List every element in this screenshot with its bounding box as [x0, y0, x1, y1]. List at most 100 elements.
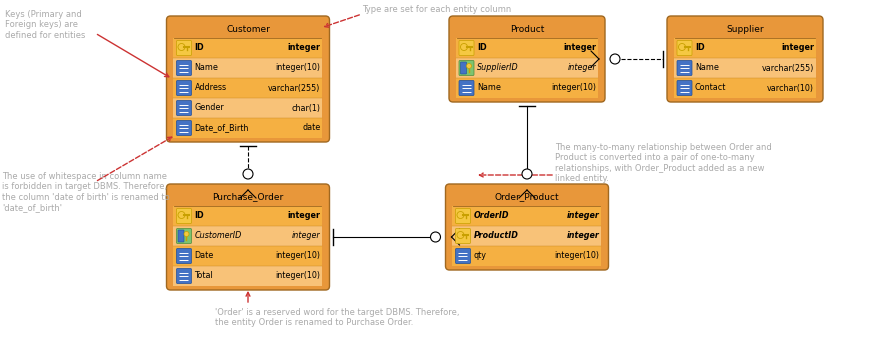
- Text: integer: integer: [566, 232, 599, 240]
- Text: Name: Name: [195, 63, 218, 72]
- Bar: [673, 78, 815, 98]
- Text: integer(10): integer(10): [275, 251, 320, 260]
- Bar: [173, 246, 322, 266]
- Text: integer: integer: [566, 212, 599, 221]
- FancyBboxPatch shape: [166, 184, 329, 290]
- Circle shape: [242, 169, 253, 179]
- FancyBboxPatch shape: [176, 248, 191, 263]
- Bar: [173, 38, 322, 58]
- FancyBboxPatch shape: [176, 209, 191, 224]
- Text: Order_Product: Order_Product: [494, 192, 559, 201]
- FancyBboxPatch shape: [166, 16, 329, 142]
- Text: varchar(255): varchar(255): [268, 83, 320, 93]
- Text: OrderID: OrderID: [473, 212, 508, 221]
- FancyBboxPatch shape: [459, 60, 474, 75]
- Bar: [173, 266, 322, 286]
- FancyBboxPatch shape: [445, 184, 607, 270]
- FancyBboxPatch shape: [676, 40, 691, 56]
- Circle shape: [456, 212, 463, 218]
- FancyBboxPatch shape: [176, 60, 191, 75]
- Bar: [173, 206, 322, 226]
- Text: varchar(10): varchar(10): [766, 83, 813, 93]
- Text: ProductID: ProductID: [473, 232, 518, 240]
- FancyBboxPatch shape: [176, 120, 191, 135]
- Circle shape: [521, 169, 531, 179]
- Text: integer: integer: [291, 232, 320, 240]
- Bar: [173, 226, 322, 246]
- FancyBboxPatch shape: [176, 81, 191, 95]
- Text: integer(10): integer(10): [275, 272, 320, 281]
- Text: Customer: Customer: [226, 24, 269, 34]
- Text: date: date: [302, 123, 320, 132]
- FancyBboxPatch shape: [455, 209, 470, 224]
- FancyBboxPatch shape: [676, 81, 691, 95]
- Text: Purchase_Order: Purchase_Order: [212, 192, 283, 201]
- Circle shape: [460, 44, 467, 50]
- FancyBboxPatch shape: [176, 40, 191, 56]
- Bar: [452, 226, 600, 246]
- Bar: [452, 246, 600, 266]
- Text: ID: ID: [195, 212, 204, 221]
- Text: The use of whitespace in column name
is forbidden in target DBMS. Therefore,
the: The use of whitespace in column name is …: [2, 172, 169, 212]
- Text: 'Order' is a reserved word for the target DBMS. Therefore,
the entity Order is r: 'Order' is a reserved word for the targe…: [215, 308, 459, 328]
- Bar: [455, 38, 597, 58]
- Text: integer(10): integer(10): [550, 83, 595, 93]
- Text: Name: Name: [694, 63, 718, 72]
- Circle shape: [178, 212, 185, 218]
- Bar: [673, 38, 815, 58]
- Text: integer: integer: [287, 44, 320, 52]
- FancyBboxPatch shape: [176, 100, 191, 116]
- FancyBboxPatch shape: [176, 269, 191, 284]
- Text: The many-to-many relationship between Order and
Product is converted into a pair: The many-to-many relationship between Or…: [554, 143, 771, 183]
- Bar: [452, 206, 600, 226]
- FancyBboxPatch shape: [448, 16, 604, 102]
- Bar: [455, 58, 597, 78]
- Text: ID: ID: [694, 44, 704, 52]
- Text: integer: integer: [562, 44, 595, 52]
- Circle shape: [456, 232, 463, 238]
- Text: Product: Product: [509, 24, 544, 34]
- Text: SupplierID: SupplierID: [476, 63, 518, 72]
- Bar: [673, 58, 815, 78]
- FancyBboxPatch shape: [455, 228, 470, 244]
- Text: qty: qty: [473, 251, 486, 260]
- Text: CustomerID: CustomerID: [195, 232, 242, 240]
- Bar: [173, 78, 322, 98]
- Text: Total: Total: [195, 272, 213, 281]
- FancyBboxPatch shape: [176, 228, 191, 244]
- Text: ID: ID: [195, 44, 204, 52]
- Bar: [173, 58, 322, 78]
- Text: ID: ID: [476, 44, 486, 52]
- Text: varchar(255): varchar(255): [760, 63, 813, 72]
- Circle shape: [430, 232, 440, 242]
- Text: integer(10): integer(10): [554, 251, 599, 260]
- Circle shape: [678, 44, 685, 50]
- Text: integer: integer: [287, 212, 320, 221]
- FancyBboxPatch shape: [459, 81, 474, 95]
- FancyBboxPatch shape: [676, 60, 691, 75]
- Text: Keys (Primary and
Foreign keys) are
defined for entities: Keys (Primary and Foreign keys) are defi…: [5, 10, 85, 40]
- Text: Date: Date: [195, 251, 214, 260]
- Bar: [455, 78, 597, 98]
- Text: Contact: Contact: [694, 83, 726, 93]
- Text: integer: integer: [567, 63, 595, 72]
- Circle shape: [466, 63, 471, 69]
- FancyBboxPatch shape: [455, 248, 470, 263]
- Bar: [173, 118, 322, 138]
- Text: integer: integer: [780, 44, 813, 52]
- Text: Gender: Gender: [195, 104, 224, 113]
- Circle shape: [178, 44, 185, 50]
- Circle shape: [183, 232, 189, 237]
- Text: Address: Address: [195, 83, 226, 93]
- Text: Type are set for each entity column: Type are set for each entity column: [362, 5, 511, 14]
- FancyBboxPatch shape: [667, 16, 822, 102]
- FancyBboxPatch shape: [178, 230, 183, 242]
- Bar: [173, 98, 322, 118]
- Circle shape: [609, 54, 620, 64]
- Text: Supplier: Supplier: [726, 24, 763, 34]
- Text: Date_of_Birth: Date_of_Birth: [195, 123, 249, 132]
- Text: char(1): char(1): [291, 104, 320, 113]
- FancyBboxPatch shape: [459, 40, 474, 56]
- FancyBboxPatch shape: [460, 62, 466, 74]
- Text: Name: Name: [476, 83, 501, 93]
